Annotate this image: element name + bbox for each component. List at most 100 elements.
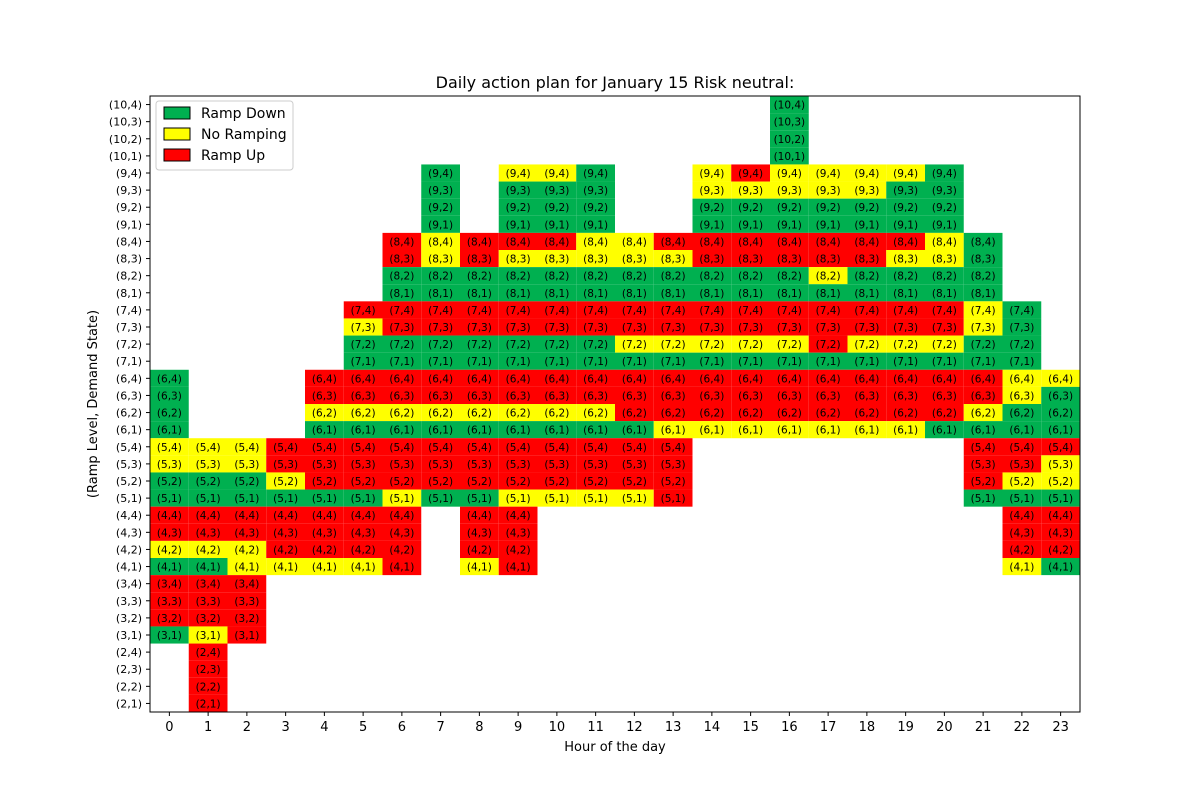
heatmap-cell [537,438,577,456]
cell-label: (7,3) [661,322,686,334]
heatmap-cell [576,164,615,182]
heatmap-cell [692,404,732,422]
heatmap-cell [1002,386,1042,404]
heatmap-cell [576,369,615,387]
cell-label: (6,4) [467,373,492,385]
heatmap-cell [421,181,460,199]
heatmap-cell [576,335,615,353]
x-tick-label: 6 [398,720,406,735]
heatmap-cell [731,267,770,285]
cell-label: (6,1) [932,425,957,437]
heatmap-cell [188,455,228,473]
cell-label: (6,4) [506,373,531,385]
heatmap-cell [382,369,422,387]
x-tick-label: 0 [165,720,173,735]
heatmap-cell [963,284,1003,302]
cell-label: (6,1) [506,425,531,437]
cell-label: (7,1) [738,356,763,368]
heatmap-cell [382,438,422,456]
cell-label: (7,3) [583,322,608,334]
cell-label: (4,2) [312,544,337,556]
y-tick-label: (6,2) [116,407,142,420]
cell-label: (7,2) [893,339,918,351]
cell-label: (4,3) [312,527,337,539]
heatmap-cell [460,404,499,422]
heatmap-cell [188,609,228,627]
heatmap-cell [343,489,383,507]
cell-label: (4,2) [351,544,376,556]
heatmap-cell [576,267,615,285]
heatmap-cell [421,164,460,182]
cell-label: (9,4) [699,168,724,180]
cell-label: (4,3) [234,527,259,539]
cell-label: (6,3) [389,390,414,402]
heatmap-cell [692,369,732,387]
cell-label: (8,1) [622,288,647,300]
heatmap-cell [305,558,344,576]
x-tick-label: 20 [936,720,953,735]
cell-label: (4,2) [389,544,414,556]
heatmap-cell [537,335,577,353]
cell-label: (3,3) [196,596,221,608]
heatmap-cell [886,318,925,336]
cell-label: (7,3) [544,322,569,334]
cell-label: (7,2) [699,339,724,351]
cell-label: (6,1) [312,425,337,437]
cell-label: (5,1) [1009,493,1034,505]
cell-label: (9,4) [738,168,763,180]
cell-label: (6,4) [428,373,453,385]
heatmap-cell [653,335,693,353]
heatmap-cell [1002,506,1042,524]
heatmap-cell [343,472,383,490]
heatmap-cell [808,369,848,387]
cell-label: (4,2) [273,544,298,556]
cell-label: (5,4) [971,442,996,454]
heatmap-cell [537,301,577,319]
cell-label: (6,3) [1048,390,1073,402]
cell-label: (9,3) [583,185,608,197]
heatmap-cell [692,421,732,439]
x-tick-label: 22 [1014,720,1031,735]
x-tick-label: 7 [436,720,444,735]
heatmap-cell [421,404,460,422]
x-tick-label: 13 [665,720,682,735]
heatmap-cell [421,232,460,250]
heatmap-cell [808,198,848,216]
heatmap-cell [770,130,809,148]
heatmap-cell [925,164,964,182]
heatmap-cell [925,386,964,404]
cell-label: (5,4) [273,442,298,454]
heatmap-cell [150,421,189,439]
heatmap-cell [537,267,577,285]
heatmap-cell [498,386,538,404]
heatmap-cell [692,335,732,353]
heatmap-cell [576,250,615,268]
cell-label: (8,3) [661,254,686,266]
cell-label: (5,3) [506,459,531,471]
x-tick-label: 9 [514,720,522,735]
heatmap-cell [925,250,964,268]
cell-label: (4,4) [1009,510,1034,522]
heatmap-cell [537,284,577,302]
cell-label: (5,4) [583,442,608,454]
heatmap-cell [770,369,809,387]
cell-label: (8,4) [738,236,763,248]
cell-label: (5,1) [467,493,492,505]
heatmap-cell [150,609,189,627]
cell-label: (8,3) [816,254,841,266]
cell-label: (6,2) [738,408,763,420]
cell-label: (8,1) [699,288,724,300]
heatmap-cell [343,421,383,439]
heatmap-cell [305,506,344,524]
cell-label: (2,1) [196,698,221,710]
y-tick-label: (8,2) [116,270,142,283]
heatmap-cell [770,404,809,422]
heatmap-cell [1041,386,1080,404]
cell-label: (4,1) [467,562,492,574]
heatmap-cell [925,318,964,336]
heatmap-cell [421,335,460,353]
heatmap-cell [731,181,770,199]
cell-label: (6,1) [777,425,802,437]
legend: Ramp Down No Ramping Ramp Up [155,100,294,171]
cell-label: (8,3) [893,254,918,266]
